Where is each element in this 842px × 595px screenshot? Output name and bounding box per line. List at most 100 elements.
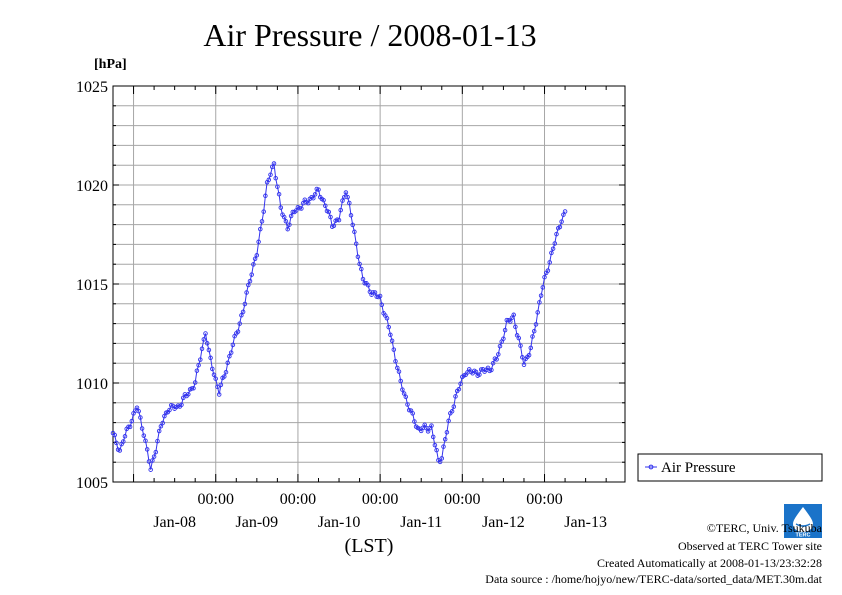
- legend: Air Pressure: [637, 453, 823, 482]
- x-date-label: Jan-08: [153, 514, 196, 531]
- data-point: [410, 411, 415, 416]
- logo-wave: [795, 523, 811, 527]
- data-point: [216, 392, 222, 397]
- data-point: [531, 328, 537, 334]
- data-point: [386, 324, 391, 330]
- credit-copyright: ©TERC, Univ. Tsukuba: [707, 521, 823, 535]
- data-point: [439, 456, 445, 461]
- data-point: [540, 285, 546, 290]
- data-point: [355, 254, 361, 260]
- water-drop-icon: [793, 507, 813, 532]
- data-point: [552, 241, 558, 246]
- data-point: [268, 172, 273, 177]
- data-point: [278, 205, 284, 210]
- y-axis-unit: [hPa]: [94, 57, 127, 72]
- data-point: [270, 164, 275, 170]
- x-time-label: 00:00: [280, 491, 316, 508]
- data-point: [271, 161, 277, 166]
- x-time-label: 00:00: [198, 491, 234, 508]
- data-point: [114, 440, 119, 446]
- data-point: [516, 335, 522, 341]
- data-point: [199, 346, 205, 352]
- data-point: [477, 372, 482, 377]
- data-point: [377, 293, 383, 299]
- data-point: [261, 209, 266, 214]
- data-point: [446, 418, 451, 424]
- data-point: [412, 419, 417, 424]
- data-point: [218, 382, 224, 388]
- data-point: [256, 239, 261, 245]
- data-point: [150, 458, 155, 463]
- data-point: [526, 352, 532, 358]
- data-point: [237, 321, 242, 326]
- data-point: [194, 368, 200, 373]
- data-point: [186, 392, 191, 397]
- x-time-label: 00:00: [444, 491, 480, 508]
- data-point: [554, 231, 559, 237]
- data-point: [192, 380, 198, 385]
- data-point: [441, 444, 446, 449]
- data-point: [425, 429, 431, 434]
- data-point: [442, 437, 448, 442]
- data-point: [287, 222, 292, 227]
- data-point: [398, 378, 403, 384]
- data-point: [535, 310, 540, 315]
- data-point: [258, 226, 263, 232]
- data-point: [508, 319, 513, 324]
- data-point: [117, 448, 123, 453]
- y-tick-label: 1020: [76, 178, 108, 195]
- data-point: [456, 386, 462, 392]
- data-point: [323, 203, 328, 209]
- data-point: [273, 175, 278, 181]
- data-point: [401, 391, 407, 396]
- data-point: [328, 214, 333, 220]
- data-point: [444, 430, 450, 435]
- air-pressure-points: [110, 161, 568, 472]
- x-date-label: Jan-11: [400, 514, 442, 531]
- credit-source: Data source : /home/hojyo/new/TERC-data/…: [485, 572, 822, 586]
- data-point: [550, 246, 556, 251]
- data-point: [204, 341, 210, 346]
- credit-created: Created Automatically at 2008-01-13/23:3…: [597, 556, 822, 570]
- data-point: [246, 282, 251, 288]
- data-point: [275, 184, 280, 189]
- data-point: [331, 223, 337, 229]
- data-point: [239, 313, 244, 318]
- data-point: [496, 352, 501, 357]
- data-point: [542, 274, 547, 280]
- data-point: [434, 447, 439, 453]
- data-point: [254, 253, 260, 258]
- data-point: [139, 426, 145, 431]
- data-point: [179, 402, 184, 408]
- data-point: [429, 423, 434, 428]
- data-point: [288, 213, 294, 219]
- data-point: [167, 407, 172, 413]
- data-point: [126, 424, 131, 430]
- data-point: [151, 454, 157, 459]
- data-point: [338, 207, 343, 213]
- data-point: [451, 404, 457, 409]
- data-point: [138, 415, 143, 420]
- data-point: [490, 360, 496, 366]
- data-point: [437, 459, 443, 465]
- data-point: [242, 301, 248, 307]
- data-point: [352, 229, 357, 235]
- data-point: [293, 208, 299, 213]
- data-point: [215, 384, 220, 390]
- data-point: [549, 250, 554, 256]
- data-point: [180, 395, 186, 401]
- data-point: [263, 193, 268, 199]
- data-point: [210, 366, 215, 372]
- data-point: [494, 357, 499, 362]
- data-point: [384, 316, 390, 321]
- data-point: [299, 206, 304, 211]
- logo-text: TERC: [796, 533, 811, 539]
- data-point: [153, 449, 159, 455]
- data-point: [206, 347, 212, 353]
- data-point: [143, 438, 148, 443]
- data-point: [388, 332, 393, 338]
- data-point: [365, 282, 371, 288]
- y-tick-label: 1015: [76, 277, 108, 294]
- data-point: [162, 413, 167, 419]
